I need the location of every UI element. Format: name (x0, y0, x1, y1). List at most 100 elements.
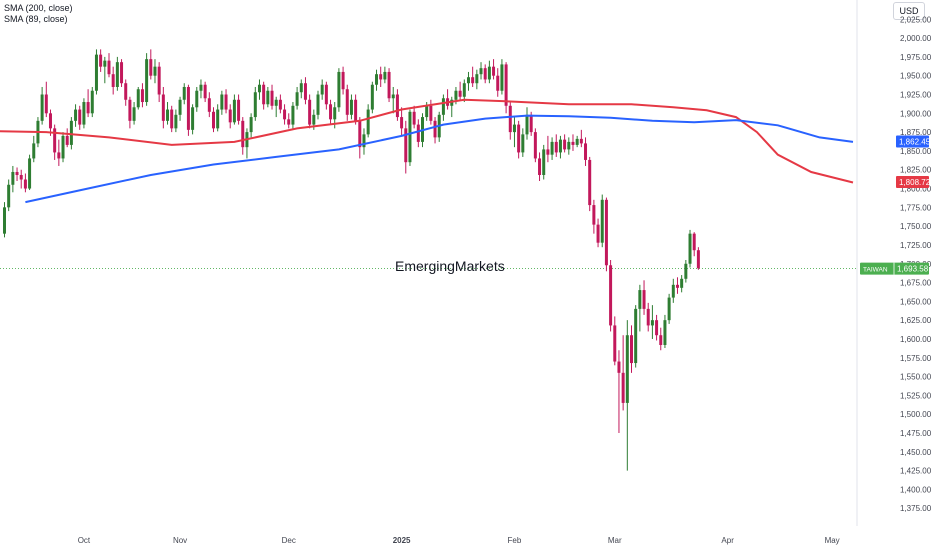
candle-body (11, 171, 15, 185)
candle-body (199, 84, 203, 91)
candle-body (7, 184, 11, 208)
candles (3, 49, 700, 471)
candle (671, 278, 675, 303)
candle (383, 66, 387, 84)
candle-body (149, 59, 153, 76)
candle (370, 81, 374, 114)
price-axis[interactable]: 2,025.00 2,000.00 1,975.00 1,950.00 1,925.00… (900, 15, 932, 513)
candle-body (207, 98, 211, 112)
candle-body (571, 141, 575, 145)
candle-body (391, 94, 395, 99)
price-tick-label: 1,975.00 (900, 53, 932, 62)
candle-body (688, 233, 692, 264)
candle (479, 62, 483, 80)
candle (262, 81, 266, 110)
candle (588, 156, 592, 212)
time-tick-label: Dec (282, 536, 296, 545)
symbol-tag: TAIWAN (863, 267, 888, 274)
candle-body (533, 132, 537, 159)
legend-sma200[interactable]: SMA (200, close) (4, 3, 73, 13)
candle (74, 104, 78, 127)
time-tick-label: Oct (78, 536, 91, 545)
candle (680, 275, 684, 293)
time-axis[interactable]: Oct Nov Dec 2025 Feb Mar Apr May (78, 536, 840, 545)
candle (270, 84, 274, 110)
candle-body (546, 149, 550, 155)
currency-button[interactable]: USD (893, 2, 925, 20)
price-tick-label: 1,875.00 (900, 128, 932, 137)
price-tick-label: 1,375.00 (900, 504, 932, 513)
candle (655, 314, 659, 341)
candle (609, 259, 613, 332)
candle-body (195, 90, 199, 108)
price-tick-label: 1,725.00 (900, 241, 932, 250)
candle (395, 89, 399, 121)
candle-body (584, 143, 588, 160)
candle (228, 104, 232, 129)
candle-body (32, 143, 36, 159)
legend-sma89[interactable]: SMA (89, close) (4, 14, 68, 24)
candle (11, 165, 15, 193)
last-price-tag (860, 262, 929, 275)
candle-body (441, 98, 445, 115)
candle (558, 135, 562, 159)
price-tick-label: 1,550.00 (900, 373, 932, 382)
candle-body (667, 297, 671, 321)
candle-body (329, 104, 333, 120)
candle-body (659, 335, 663, 345)
candle-body (253, 92, 257, 118)
candle (554, 134, 558, 157)
candle (82, 98, 86, 129)
time-tick-label: Apr (721, 536, 734, 545)
candle-body (128, 99, 132, 121)
candle (675, 277, 679, 294)
candle (107, 53, 111, 78)
sma89-line (25, 114, 854, 204)
last-price-text: 1,693.58 (897, 265, 929, 274)
candle (191, 104, 195, 135)
candle (341, 66, 345, 95)
candle-body (287, 119, 291, 125)
candle-body (487, 66, 491, 80)
price-tick-label: 1,525.00 (900, 391, 932, 400)
indicator-legend: SMA (200, close) SMA (89, close) (4, 3, 73, 25)
candle-body (120, 62, 124, 84)
candle-body (675, 284, 679, 288)
candle-body (320, 84, 324, 95)
candle (274, 96, 278, 118)
candle-body (86, 102, 90, 114)
candle (90, 86, 94, 118)
candle-body (249, 117, 253, 133)
candle (65, 128, 69, 148)
candle-body (416, 124, 420, 142)
candle-body (186, 86, 190, 130)
candle (613, 316, 617, 366)
candle (245, 128, 249, 159)
candle (625, 320, 629, 471)
candle-body (61, 135, 65, 159)
candle-body (74, 109, 78, 121)
candle-body (94, 54, 98, 91)
candle (3, 202, 6, 238)
candle-body (299, 83, 303, 93)
candle-body (475, 74, 479, 84)
candle (450, 96, 454, 118)
price-tick-label: 1,475.00 (900, 429, 932, 438)
candle (249, 113, 253, 138)
candle-body (291, 105, 295, 125)
candle-body (44, 94, 48, 114)
price-tick-label: 2,000.00 (900, 34, 932, 43)
candle (266, 86, 270, 108)
candle (604, 197, 608, 272)
candle-body (609, 265, 613, 326)
candle (199, 79, 203, 99)
candle (153, 59, 157, 84)
candle (44, 81, 48, 118)
candle-body (425, 105, 429, 118)
candle (241, 117, 245, 155)
candle (40, 86, 44, 125)
candle (120, 59, 124, 87)
candle (692, 232, 696, 257)
candle-body (663, 320, 667, 345)
